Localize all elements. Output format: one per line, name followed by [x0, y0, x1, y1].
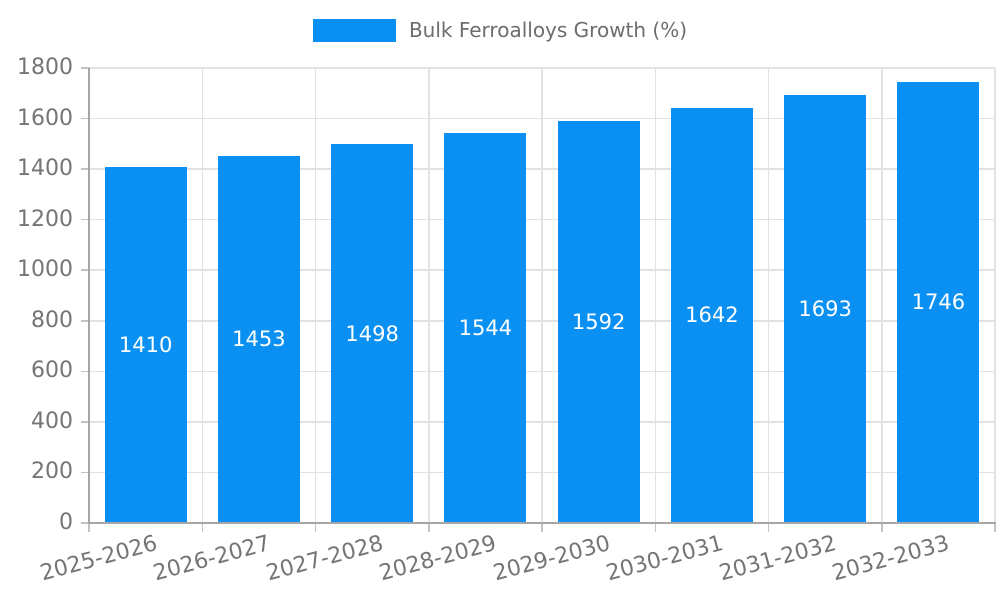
y-axis-tick	[81, 168, 89, 170]
y-axis-tick	[81, 522, 89, 524]
x-axis-tick	[881, 524, 883, 532]
x-axis-tick	[994, 524, 996, 532]
grid-line-vertical	[541, 68, 543, 523]
y-axis-tick	[81, 269, 89, 271]
bar-value-label: 1410	[118, 332, 173, 357]
x-axis-tick	[201, 524, 203, 532]
x-axis-tick	[654, 524, 656, 532]
y-axis-tick	[81, 67, 89, 69]
y-axis-tick	[81, 370, 89, 373]
x-axis-tick	[88, 524, 90, 532]
y-axis-tick	[81, 421, 89, 423]
y-tick-label: 0	[59, 510, 73, 535]
y-axis-tick	[81, 471, 89, 474]
y-tick-label: 1000	[17, 257, 73, 283]
y-tick-label: 1200	[17, 206, 73, 232]
grid-line-vertical	[881, 68, 883, 523]
y-tick-label: 800	[31, 307, 73, 333]
bar-value-label: 1592	[571, 309, 626, 334]
legend-item[interactable]: Bulk Ferroalloys Growth (%)	[312, 18, 688, 42]
x-axis-line	[88, 522, 996, 524]
legend-label: Bulk Ferroalloys Growth (%)	[408, 18, 688, 42]
x-axis-tick	[428, 524, 430, 532]
grid-line-vertical	[314, 68, 317, 523]
x-axis-tick	[767, 524, 770, 532]
bar[interactable]	[784, 95, 867, 523]
bar[interactable]	[897, 81, 980, 523]
y-tick-label: 1800	[17, 55, 73, 80]
x-axis-tick	[541, 524, 543, 532]
x-axis-tick	[314, 524, 317, 532]
grid-line-vertical	[428, 68, 430, 523]
legend-swatch-icon	[312, 18, 396, 42]
y-axis-line	[88, 68, 90, 523]
grid-line-vertical	[201, 68, 203, 523]
bar-value-label: 1693	[798, 297, 852, 322]
grid-line-vertical	[994, 68, 996, 523]
bar-value-label: 1746	[911, 290, 966, 315]
legend: Bulk Ferroalloys Growth (%)	[0, 18, 1000, 42]
y-axis-tick	[81, 117, 89, 120]
y-axis-tick	[81, 320, 89, 322]
bar[interactable]	[104, 166, 187, 523]
bar-value-label: 1544	[458, 315, 513, 340]
y-axis-tick	[81, 218, 89, 221]
bar[interactable]	[670, 107, 753, 523]
plot-area: 1410 1453 1498 1544 1592 1642 1693 1746	[89, 67, 996, 523]
y-tick-label: 1600	[17, 105, 73, 131]
bar[interactable]	[331, 144, 414, 523]
grid-line-vertical	[654, 68, 656, 523]
bar[interactable]	[557, 120, 640, 523]
bar[interactable]	[444, 132, 527, 523]
y-tick-label: 1400	[17, 156, 73, 182]
grid-line-vertical	[767, 68, 770, 523]
y-tick-label: 200	[31, 459, 73, 485]
y-tick-label: 400	[31, 408, 73, 434]
bar-value-label: 1642	[685, 303, 739, 328]
y-tick-label: 600	[31, 358, 73, 384]
bar-value-label: 1453	[232, 327, 286, 352]
bar[interactable]	[217, 155, 300, 523]
bar-value-label: 1498	[345, 321, 399, 346]
